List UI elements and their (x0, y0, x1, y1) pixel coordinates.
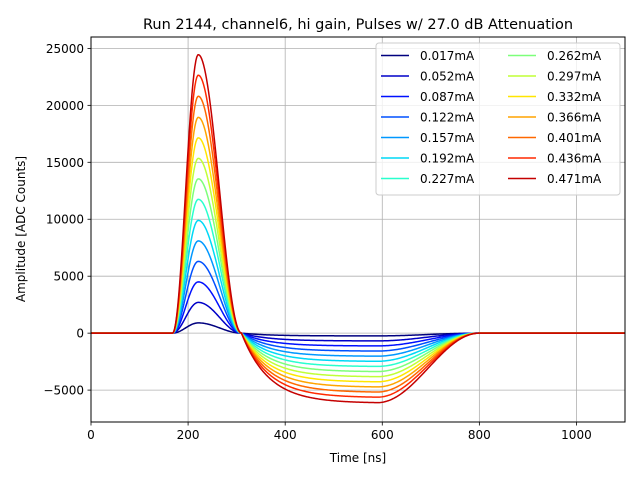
legend-label: 0.297mA (547, 70, 602, 84)
x-tick-label: 200 (177, 428, 200, 442)
y-tick-label: −5000 (43, 384, 84, 398)
y-tick-label: 10000 (46, 213, 84, 227)
legend-label: 0.052mA (420, 70, 475, 84)
x-tick-label: 800 (468, 428, 491, 442)
x-tick-label: 400 (274, 428, 297, 442)
y-tick-label: 0 (76, 327, 84, 341)
y-tick-label: 5000 (53, 270, 84, 284)
y-axis-ticks: −5000 0 5000 10000 15000 20000 25000 (43, 42, 91, 398)
legend-label: 0.366mA (547, 111, 602, 125)
legend: 0.017mA 0.052mA 0.087mA 0.122mA 0.157mA 0.192… (375, 42, 621, 196)
x-tick-label: 0 (87, 428, 95, 442)
x-axis-label: Time [ns] (329, 451, 386, 465)
x-tick-label: 1000 (561, 428, 592, 442)
legend-label: 0.017mA (420, 49, 475, 63)
y-tick-label: 25000 (46, 42, 84, 56)
x-axis-ticks: 0 200 400 600 800 1000 (87, 422, 592, 442)
y-axis-label: Amplitude [ADC Counts] (14, 156, 28, 302)
legend-label: 0.262mA (547, 49, 602, 63)
legend-label: 0.087mA (420, 90, 475, 104)
legend-label: 0.157mA (420, 131, 475, 145)
legend-label: 0.401mA (547, 131, 602, 145)
x-tick-label: 600 (371, 428, 394, 442)
y-tick-label: 20000 (46, 99, 84, 113)
legend-label: 0.332mA (547, 90, 602, 104)
legend-box (375, 42, 621, 196)
series-line (91, 53, 625, 404)
y-tick-label: 15000 (46, 156, 84, 170)
legend-label: 0.436mA (547, 152, 602, 166)
legend-label: 0.471mA (547, 172, 602, 186)
legend-label: 0.122mA (420, 111, 475, 125)
legend-label: 0.227mA (420, 172, 475, 186)
plot-area (91, 53, 625, 404)
chart-title: Run 2144, channel6, hi gain, Pulses w/ 2… (143, 17, 573, 33)
axes-frame (90, 36, 626, 423)
legend-label: 0.192mA (420, 152, 475, 166)
